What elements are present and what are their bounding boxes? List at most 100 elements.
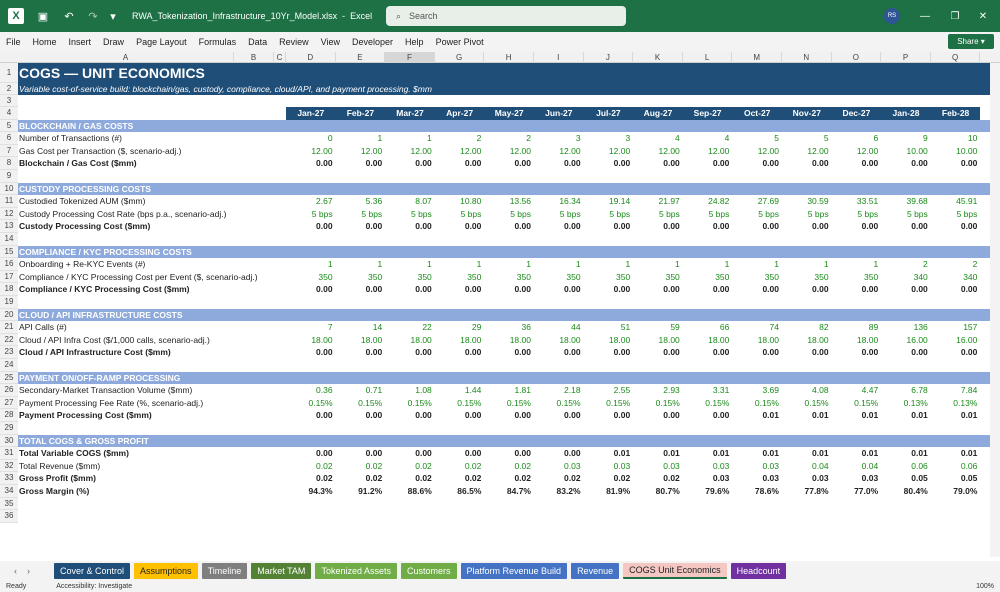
table-cell[interactable]: 1 xyxy=(476,259,482,270)
table-cell[interactable]: 350 xyxy=(368,271,383,282)
column-header-q[interactable]: Q xyxy=(931,52,981,63)
table-cell[interactable]: 0.03 xyxy=(712,460,730,471)
row-label[interactable]: Gross Profit ($mm) xyxy=(19,473,96,484)
table-cell[interactable]: 1 xyxy=(427,133,432,144)
table-cell[interactable]: 36 xyxy=(521,322,531,333)
row-header[interactable]: 21 xyxy=(0,321,18,334)
close-icon[interactable]: ✕ xyxy=(978,10,988,22)
section-title[interactable]: BLOCKCHAIN / GAS COSTS xyxy=(19,120,134,131)
table-cell[interactable]: 0.05 xyxy=(960,473,978,484)
table-cell[interactable]: 0.00 xyxy=(316,347,333,358)
table-cell[interactable]: 1 xyxy=(625,259,631,270)
table-cell[interactable]: 0.00 xyxy=(415,410,432,421)
row-header[interactable]: 20 xyxy=(0,308,18,322)
table-cell[interactable]: 0.03 xyxy=(861,473,879,484)
table-cell[interactable]: 91.2% xyxy=(358,486,383,496)
table-cell[interactable]: 0.00 xyxy=(514,221,531,232)
column-header-f[interactable]: F xyxy=(385,52,435,63)
table-cell[interactable]: 12.00 xyxy=(757,145,779,156)
row-label[interactable]: Custodied Tokenized AUM ($mm) xyxy=(19,196,146,207)
table-cell[interactable]: 2.18 xyxy=(564,385,581,396)
table-cell[interactable]: 2 xyxy=(923,259,928,270)
table-cell[interactable]: 0.00 xyxy=(712,284,730,295)
table-cell[interactable]: 18.00 xyxy=(559,334,581,345)
table-cell[interactable]: 1.81 xyxy=(514,385,531,396)
table-cell[interactable]: 0.01 xyxy=(960,410,978,421)
row-label[interactable]: Gas Cost per Transaction ($, scenario-ad… xyxy=(19,145,182,156)
table-cell[interactable]: 0.00 xyxy=(415,221,432,232)
row-header[interactable]: 4 xyxy=(0,107,18,120)
table-cell[interactable]: 0.05 xyxy=(911,473,928,484)
row-header[interactable]: 14 xyxy=(0,233,18,246)
row-header[interactable]: 5 xyxy=(0,119,18,133)
table-cell[interactable]: 12.00 xyxy=(460,145,482,156)
table-cell[interactable]: 77.8% xyxy=(804,486,829,496)
menu-home[interactable]: Home xyxy=(32,37,57,47)
table-cell[interactable]: 2.55 xyxy=(613,385,631,396)
table-cell[interactable]: 5 bps xyxy=(708,208,730,219)
table-cell[interactable]: 0.15% xyxy=(358,397,383,408)
table-cell[interactable]: 82 xyxy=(819,322,829,333)
column-header-j[interactable]: J xyxy=(584,52,634,63)
table-cell[interactable]: 157 xyxy=(963,322,978,333)
table-cell[interactable]: 7.84 xyxy=(960,385,978,396)
table-cell[interactable]: 0.03 xyxy=(613,460,631,471)
table-cell[interactable]: 4.08 xyxy=(812,385,829,396)
section-title[interactable]: PAYMENT ON/OFF-RAMP PROCESSING xyxy=(19,372,181,383)
table-cell[interactable]: 0.03 xyxy=(762,460,779,471)
table-cell[interactable]: 2.67 xyxy=(316,196,333,207)
menu-draw[interactable]: Draw xyxy=(103,37,125,47)
zoom-level[interactable]: 100% xyxy=(976,583,994,590)
table-cell[interactable]: 33.51 xyxy=(856,196,879,207)
table-cell[interactable]: 12.00 xyxy=(708,145,730,156)
table-cell[interactable]: 0.00 xyxy=(316,221,333,232)
table-cell[interactable]: 0.00 xyxy=(316,284,333,295)
restore-icon[interactable]: ❐ xyxy=(950,10,960,22)
row-header[interactable]: 35 xyxy=(0,497,18,511)
table-cell[interactable]: 79.0% xyxy=(953,486,978,496)
section-title[interactable]: CLOUD / API INFRASTRUCTURE COSTS xyxy=(19,309,183,320)
row-header[interactable]: 12 xyxy=(0,207,18,221)
table-cell[interactable]: 5 bps xyxy=(857,208,879,219)
section-title[interactable]: TOTAL COGS & GROSS PROFIT xyxy=(19,435,149,446)
table-cell[interactable]: 6 xyxy=(873,133,879,144)
table-cell[interactable]: 74 xyxy=(769,322,779,333)
table-cell[interactable]: 350 xyxy=(715,271,730,282)
menu-developer[interactable]: Developer xyxy=(352,37,394,47)
table-cell[interactable]: 19.14 xyxy=(608,196,631,207)
table-cell[interactable]: 0.15% xyxy=(407,397,432,408)
table-cell[interactable]: 22 xyxy=(422,322,432,333)
table-cell[interactable]: 1 xyxy=(526,259,531,270)
table-cell[interactable]: 18.00 xyxy=(807,334,829,345)
table-cell[interactable]: 0.00 xyxy=(464,410,482,421)
table-cell[interactable]: 0.00 xyxy=(365,410,383,421)
table-cell[interactable]: 0.00 xyxy=(514,410,531,421)
column-header-e[interactable]: E xyxy=(336,52,386,63)
table-cell[interactable]: 0.01 xyxy=(960,448,978,459)
table-cell[interactable]: 0.00 xyxy=(365,347,383,358)
tab-cogs-unit-economics[interactable]: COGS Unit Economics xyxy=(623,563,727,579)
row-label[interactable]: Secondary-Market Transaction Volume ($mm… xyxy=(19,385,193,396)
table-cell[interactable]: 0.00 xyxy=(712,221,730,232)
table-cell[interactable]: 21.97 xyxy=(658,196,680,207)
table-cell[interactable]: 350 xyxy=(764,271,779,282)
table-cell[interactable]: 350 xyxy=(814,271,829,282)
table-cell[interactable]: 0.15% xyxy=(606,397,631,408)
row-header[interactable]: 33 xyxy=(0,472,18,485)
column-header-o[interactable]: O xyxy=(832,52,882,63)
row-label[interactable]: Custody Processing Cost Rate (bps p.a., … xyxy=(19,208,227,219)
table-cell[interactable]: 0.15% xyxy=(457,397,482,408)
table-cell[interactable]: 84.7% xyxy=(506,486,531,496)
table-cell[interactable]: 0.00 xyxy=(663,347,680,358)
table-cell[interactable]: 0.00 xyxy=(316,448,333,459)
table-cell[interactable]: 0.00 xyxy=(861,221,879,232)
table-cell[interactable]: 0.02 xyxy=(415,460,432,471)
table-cell[interactable]: 5 bps xyxy=(807,208,829,219)
row-label[interactable]: Gross Margin (%) xyxy=(19,486,90,496)
table-cell[interactable]: 0.00 xyxy=(365,448,383,459)
table-cell[interactable]: 0.01 xyxy=(762,448,779,459)
column-header-d[interactable]: D xyxy=(286,52,336,63)
table-cell[interactable]: 0.00 xyxy=(812,221,829,232)
table-cell[interactable]: 0.00 xyxy=(564,221,581,232)
share-button[interactable]: Share ▾ xyxy=(948,34,994,49)
